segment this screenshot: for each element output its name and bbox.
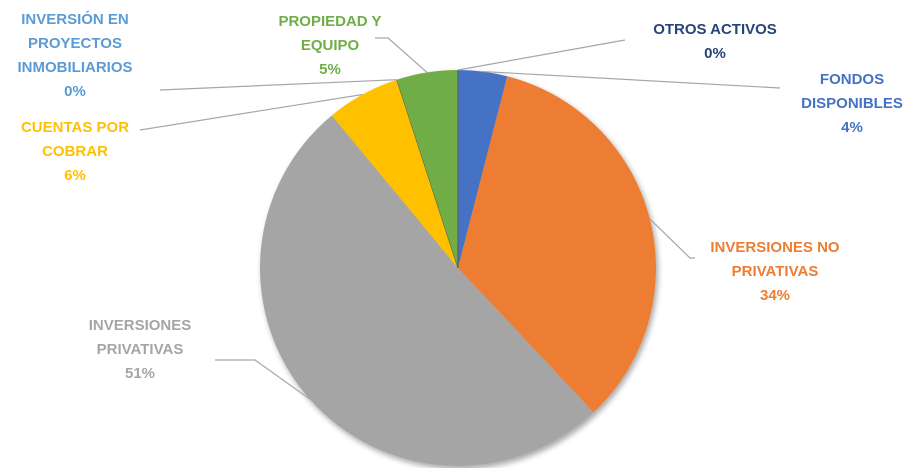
value-label: 6% bbox=[64, 167, 86, 184]
slices bbox=[260, 70, 656, 466]
leader-line bbox=[139, 93, 363, 131]
leader-line bbox=[649, 218, 695, 259]
data-label: INVERSIÓN EN PROYECTOS INMOBILIARIOS 0% bbox=[0, 8, 150, 104]
leader-line bbox=[482, 70, 781, 89]
leader-line bbox=[375, 37, 428, 73]
category-label: FONDOS DISPONIBLES bbox=[801, 71, 903, 112]
category-label: INVERSIONES PRIVATIVAS bbox=[88, 317, 192, 358]
category-label: INVERSIONES NO PRIVATIVAS bbox=[710, 239, 840, 280]
pie-slice bbox=[396, 70, 458, 268]
pie-slice bbox=[331, 79, 458, 268]
data-label: FONDOS DISPONIBLES 4% bbox=[792, 68, 912, 140]
pie-slice bbox=[458, 70, 508, 268]
value-label: 51% bbox=[124, 365, 156, 382]
value-label: 4% bbox=[841, 119, 863, 136]
category-label: CUENTAS POR COBRAR bbox=[20, 119, 130, 160]
category-label: INVERSIÓN EN PROYECTOS INMOBILIARIOS bbox=[17, 11, 133, 76]
data-label: PROPIEDAD Y EQUIPO 5% bbox=[270, 10, 390, 82]
pie-slice bbox=[458, 76, 656, 413]
leader-line bbox=[457, 39, 626, 71]
value-label: 5% bbox=[319, 61, 341, 78]
leader-line bbox=[215, 359, 310, 400]
data-label: INVERSIONES PRIVATIVAS 51% bbox=[75, 314, 205, 386]
pie-slice bbox=[260, 115, 594, 466]
data-label: CUENTAS POR COBRAR 6% bbox=[10, 116, 140, 188]
data-label: INVERSIONES NO PRIVATIVAS 34% bbox=[690, 236, 860, 308]
category-label: OTROS ACTIVOS bbox=[653, 21, 777, 38]
value-label: 0% bbox=[704, 45, 726, 62]
value-label: 34% bbox=[759, 287, 791, 304]
leader-line bbox=[159, 79, 397, 91]
data-label: OTROS ACTIVOS 0% bbox=[630, 18, 800, 66]
category-label: PROPIEDAD Y EQUIPO bbox=[278, 13, 382, 54]
value-label: 0% bbox=[64, 83, 86, 100]
